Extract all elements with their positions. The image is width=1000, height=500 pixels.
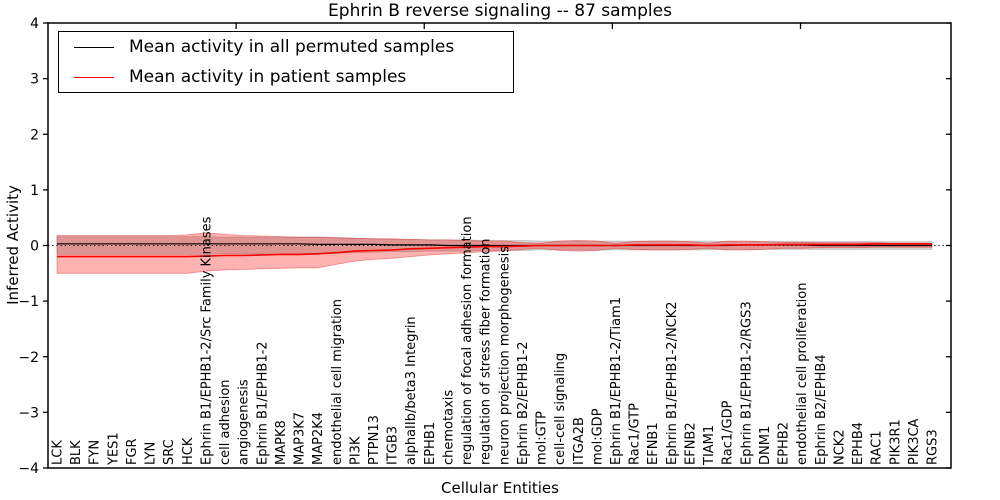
x-category-label: mol:GDP — [590, 408, 605, 465]
y-tick-label: −3 — [18, 405, 39, 421]
x-category-label: BLK — [69, 440, 84, 465]
legend-entry-permuted: Mean activity in all permuted samples — [59, 33, 513, 62]
patient-mean-line — [57, 243, 932, 258]
x-category-label: Ephrin B1/EPHB1-2/RGS3 — [739, 301, 754, 465]
x-category-label: Rac1/GTP — [628, 403, 643, 465]
x-category-label: neuron projection morphogenesis — [497, 246, 512, 465]
x-category-label: ITGA2B — [572, 417, 587, 465]
x-category-label: MAP3K7 — [293, 412, 308, 465]
patient-line-swatch — [74, 76, 114, 78]
x-category-label: SRC — [162, 439, 177, 465]
y-tick-label: 2 — [30, 127, 39, 143]
x-category-label: Rac1/GDP — [721, 400, 736, 465]
legend-entry-patient: Mean activity in patient samples — [59, 63, 513, 92]
x-category-label: Ephrin B1/EPHB1-2/Tiam1 — [609, 297, 624, 465]
x-category-label: Ephrin B1/EPHB1-2/Src Family Kinases — [199, 216, 214, 465]
x-category-label: angiogenesis — [237, 379, 252, 465]
y-axis-label: Inferred Activity — [4, 185, 22, 305]
x-category-label: cell-cell signaling — [553, 353, 568, 465]
x-category-label: Ephrin B1/EPHB1-2/NCK2 — [665, 301, 680, 465]
lines-layer — [48, 243, 951, 258]
y-tick-label: −2 — [18, 350, 39, 366]
x-category-label: EPHB4 — [851, 422, 866, 465]
x-category-label: regulation of focal adhesion formation — [460, 216, 475, 465]
y-tick-label: −4 — [18, 461, 39, 477]
x-category-label: endothelial cell proliferation — [795, 283, 810, 466]
x-category-label: chemotaxis — [441, 390, 456, 465]
x-category-label: TIAM1 — [702, 425, 717, 466]
y-tick-label: 3 — [30, 72, 39, 88]
x-category-label: NCK2 — [832, 429, 847, 465]
x-category-label: Ephrin B2/EPHB4 — [814, 354, 829, 465]
x-category-label: LYN — [144, 442, 159, 465]
x-category-label: FYN — [88, 440, 103, 465]
x-category-label: EFNB1 — [646, 422, 661, 465]
x-category-label: EPHB1 — [423, 422, 438, 465]
x-category-label: PTPN13 — [367, 415, 382, 465]
y-tick-label: 0 — [30, 239, 39, 255]
x-category-label: MAPK8 — [274, 420, 289, 465]
x-category-label: EFNB2 — [683, 422, 698, 465]
legend: Mean activity in all permuted samples Me… — [58, 31, 514, 93]
x-category-label: Ephrin B2/EPHB1-2 — [516, 341, 531, 465]
legend-label-patient: Mean activity in patient samples — [129, 67, 407, 87]
x-category-label: alphaIIb/beta3 Integrin — [404, 316, 419, 465]
x-category-label: RAC1 — [870, 430, 885, 465]
x-category-label: FGR — [125, 438, 140, 465]
x-category-label: cell adhesion — [218, 379, 233, 465]
x-category-label: MAP2K4 — [311, 412, 326, 465]
x-category-label: DNM1 — [758, 426, 773, 465]
x-category-label: YES1 — [106, 432, 121, 466]
x-category-label: PIK3R1 — [888, 419, 903, 465]
x-category-label: LCK — [51, 440, 66, 465]
bands-layer — [56, 232, 933, 274]
x-axis-label: Cellular Entities — [441, 479, 559, 497]
y-tick-label: −1 — [18, 294, 39, 310]
x-category-label: endothelial cell migration — [330, 299, 345, 465]
permuted-line-swatch — [74, 46, 114, 48]
x-category-labels-layer: LCK BLK FYN YES1 FGR LYN SRC HCK Ephrin B1/EPHB1… — [51, 216, 941, 466]
y-tick-label: 4 — [30, 16, 39, 32]
x-category-label: EPHB2 — [777, 422, 792, 465]
patient-std-band — [56, 232, 933, 274]
x-category-label: PIK3CA — [907, 418, 922, 465]
legend-label-permuted: Mean activity in all permuted samples — [129, 37, 455, 57]
chart-title: Ephrin B reverse signaling -- 87 samples — [328, 1, 672, 21]
y-tick-label: 1 — [30, 183, 39, 199]
x-category-label: RGS3 — [926, 429, 941, 465]
x-category-label: mol:GTP — [535, 411, 550, 465]
x-category-label: PI3K — [348, 436, 363, 465]
x-category-label: Ephrin B1/EPHB1-2 — [255, 341, 270, 465]
x-category-label: HCK — [181, 437, 196, 465]
x-category-label: ITGB3 — [386, 426, 401, 465]
axes-layer — [43, 22, 952, 469]
x-category-label: regulation of stress fiber formation — [479, 238, 494, 465]
tick-labels-layer: −4 −3 −2 −1 0 1 2 3 4 — [18, 16, 39, 477]
